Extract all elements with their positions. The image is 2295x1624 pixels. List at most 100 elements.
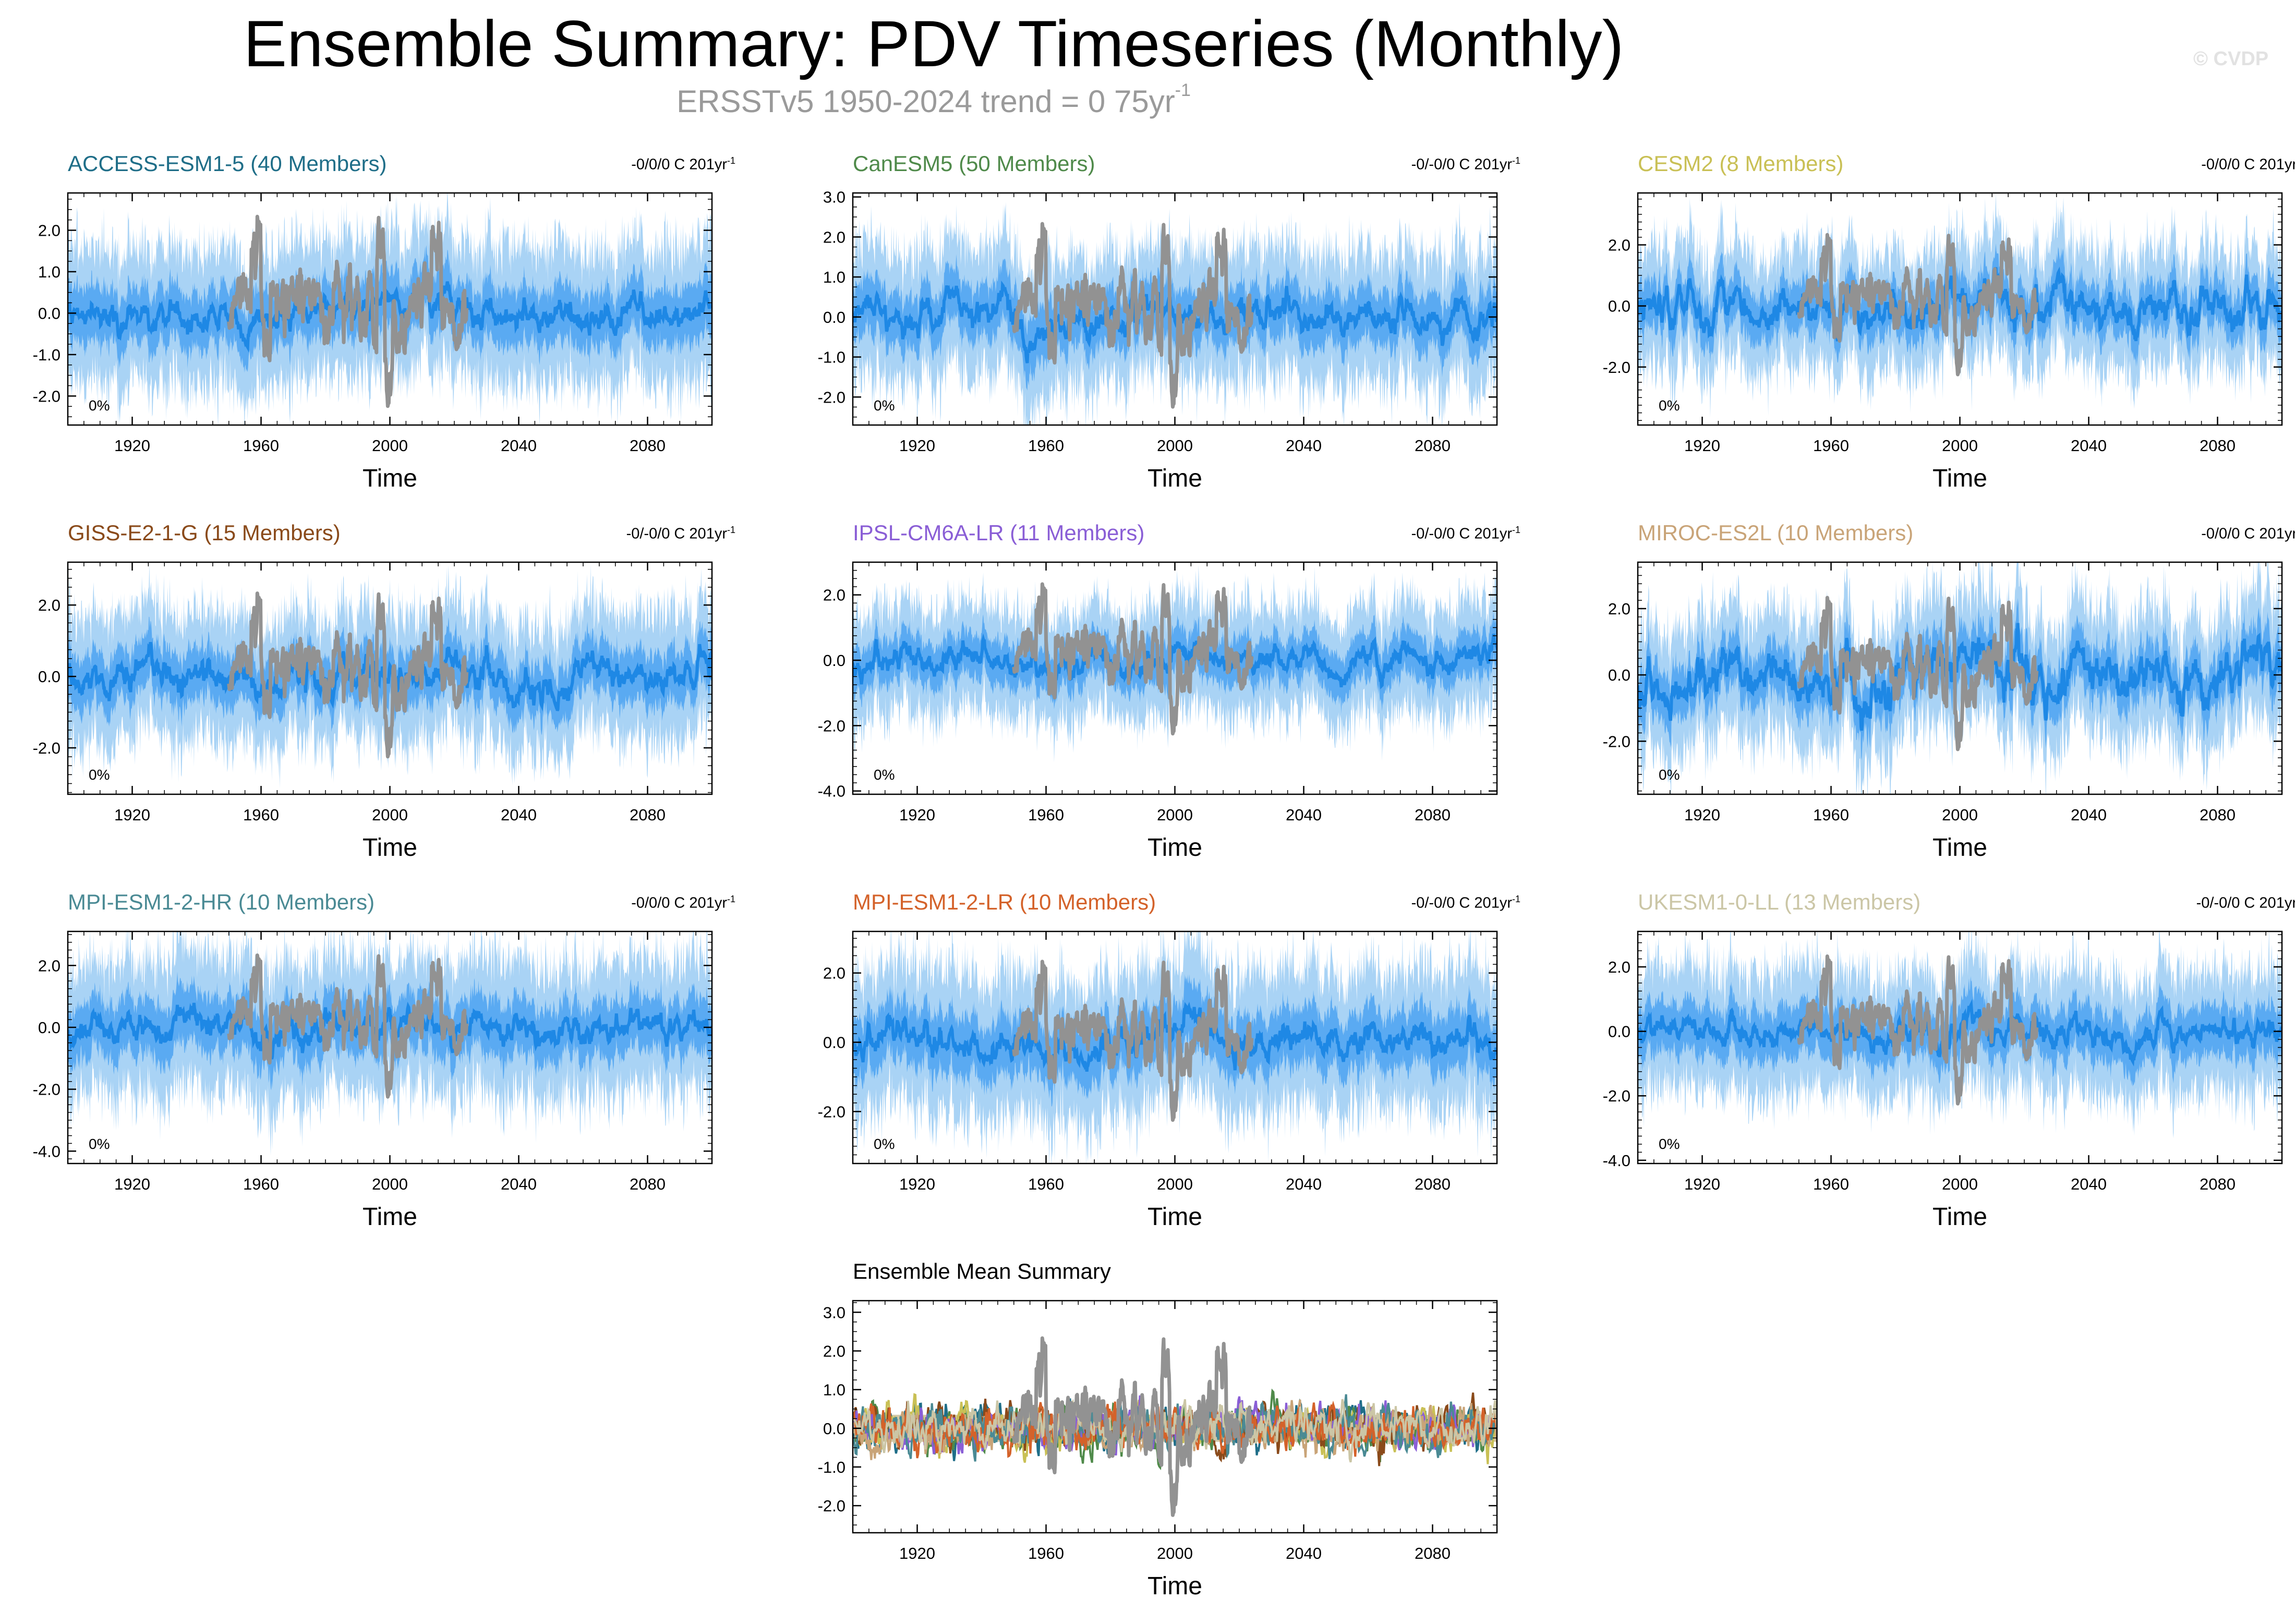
x-axis-label: Time — [1148, 1572, 1202, 1600]
x-tick-label: 2040 — [1286, 1544, 1322, 1562]
percent-label: 0% — [874, 767, 895, 783]
panel-trend: -0/-0/0 C 201yr-1 — [1411, 894, 1520, 912]
plot-area — [853, 931, 1497, 1164]
panel-trend: -0/0/0 C 201yr-1 — [2201, 155, 2295, 174]
x-tick-label: 2040 — [1286, 1175, 1322, 1193]
x-tick-label: 1960 — [1028, 437, 1064, 455]
percent-label: 0% — [1659, 767, 1680, 783]
trend-text: -0/0/0 C 201yr — [631, 156, 727, 173]
trend-exponent: -1 — [1512, 525, 1520, 535]
x-axis-label: Time — [1148, 465, 1202, 492]
y-tick-label: 2.0 — [1608, 600, 1630, 618]
x-tick-label: 2000 — [372, 806, 408, 824]
ensemble-mean-line — [68, 1001, 712, 1060]
x-tick-label: 2000 — [1157, 1544, 1193, 1562]
plot-area — [1638, 931, 2282, 1138]
x-tick-label: 1960 — [243, 806, 279, 824]
figure-title: Ensemble Summary: PDV Timeseries (Monthl… — [243, 8, 1624, 80]
x-tick-label: 2080 — [1415, 437, 1451, 455]
plot-area — [68, 931, 712, 1156]
x-tick-label: 1960 — [1813, 1175, 1849, 1193]
y-tick-label: 0.0 — [823, 1034, 845, 1052]
x-tick-label: 2080 — [2200, 437, 2236, 455]
trend-exponent: -1 — [1512, 894, 1520, 904]
panel-title: Ensemble Mean Summary — [853, 1259, 1111, 1283]
x-tick-label: 1920 — [114, 437, 150, 455]
chart-panel: MPI-ESM1-2-HR (10 Members) -0/0/0 C 201yr… — [33, 890, 735, 1255]
x-tick-label: 1920 — [899, 1175, 935, 1193]
y-tick-label: 2.0 — [823, 964, 845, 983]
x-tick-label: 1960 — [1028, 1175, 1064, 1193]
plot-svg: -2.0 -1.0 0.0 1.0 2.0 1920 1960 2000 2040 2080 0% — [33, 192, 713, 455]
y-tick-label: -2.0 — [33, 739, 61, 757]
panel-title: MPI-ESM1-2-HR (10 Members) — [68, 890, 375, 914]
trend-exponent: -1 — [727, 525, 735, 535]
x-tick-label: 2000 — [1157, 806, 1193, 824]
percent-label: 0% — [89, 397, 110, 414]
plot-svg: -2.0 -1.0 0.0 1.0 2.0 3.0 1920 1960 2000 2040 2080 — [818, 1300, 1498, 1562]
y-tick-label: 1.0 — [823, 268, 845, 286]
x-tick-label: 2000 — [1942, 1175, 1978, 1193]
plot-svg: -2.0 0.0 2.0 1920 1960 2000 2040 2080 0% — [33, 561, 713, 824]
chart-panel: GISS-E2-1-G (15 Members) -0/-0/0 C 201yr-… — [33, 520, 735, 886]
ensemble-mean-line — [1638, 999, 2282, 1066]
chart-panel: UKESM1-0-LL (13 Members) -0/-0/0 C 201yr -… — [1603, 890, 2295, 1255]
ensemble-mean-line — [1638, 266, 2282, 342]
chart-panel: CESM2 (8 Members) -0/0/0 C 201yr-1 -2.0 0.0… — [1603, 151, 2295, 516]
x-tick-label: 1920 — [899, 806, 935, 824]
spread-band-inner — [1638, 598, 2282, 760]
x-tick-label: 2040 — [2071, 806, 2107, 824]
x-tick-label: 1920 — [1684, 1175, 1720, 1193]
observations-line — [1012, 960, 1254, 1122]
ensemble-mean-line — [853, 633, 1497, 689]
percent-label: 0% — [1659, 1136, 1680, 1152]
cvdp-credit: © CVDP — [2193, 48, 2269, 70]
x-tick-label: 2040 — [1286, 437, 1322, 455]
plot-svg: -4.0 -2.0 0.0 2.0 1920 1960 2000 2040 2080 0% — [818, 561, 1498, 824]
y-tick-label: 2.0 — [823, 228, 845, 246]
x-tick-label: 2040 — [2071, 437, 2107, 455]
panel-trend: -0/0/0 C 201yr-1 — [2201, 525, 2295, 543]
y-tick-label: 0.0 — [823, 651, 845, 670]
y-tick-label: -1.0 — [818, 1458, 845, 1476]
plot-svg: -2.0 0.0 2.0 1920 1960 2000 2040 2080 0% — [818, 930, 1498, 1193]
y-tick-label: -4.0 — [33, 1142, 61, 1160]
y-tick-label: 2.0 — [38, 596, 61, 614]
x-tick-label: 2000 — [372, 437, 408, 455]
x-tick-label: 1960 — [243, 437, 279, 455]
plot-svg: -2.0 -1.0 0.0 1.0 2.0 3.0 1920 1960 2000 2040 2080… — [818, 188, 1498, 455]
x-tick-label: 2000 — [1942, 437, 1978, 455]
y-tick-label: 0.0 — [1608, 297, 1630, 316]
chart-panel: CanESM5 (50 Members) -0/-0/0 C 201yr-1 -2.… — [818, 151, 1520, 516]
y-tick-label: -2.0 — [33, 1081, 61, 1099]
y-tick-label: 0.0 — [1608, 666, 1630, 684]
trend-exponent: -1 — [1512, 155, 1520, 166]
ensemble-mean-line — [68, 274, 712, 353]
y-tick-label: 3.0 — [823, 188, 845, 207]
y-tick-label: 0.0 — [38, 304, 61, 322]
plot-svg: -4.0 -2.0 0.0 2.0 1920 1960 2000 2040 2080 0% — [1603, 930, 2283, 1193]
panel-title: GISS-E2-1-G (15 Members) — [68, 520, 341, 545]
x-axis-label: Time — [363, 465, 417, 492]
y-tick-label: -2.0 — [33, 387, 61, 405]
y-tick-label: -4.0 — [818, 782, 845, 801]
x-tick-label: 1920 — [1684, 806, 1720, 824]
plot-svg: -4.0 -2.0 0.0 2.0 1920 1960 2000 2040 2080 0% — [33, 930, 713, 1193]
panel-trend: -0/-0/0 C 201yr-1 — [1411, 155, 1520, 174]
x-axis-label: Time — [1148, 1203, 1202, 1231]
panel-title: CESM2 (8 Members) — [1638, 151, 1844, 176]
observations-line — [1012, 582, 1254, 736]
y-tick-label: -2.0 — [1603, 1087, 1630, 1105]
trend-text: -0/-0/0 C 201yr — [1411, 156, 1512, 173]
x-tick-label: 1920 — [114, 806, 150, 824]
plot-area — [853, 202, 1497, 425]
x-axis-label: Time — [1932, 1203, 1987, 1231]
model-mean-line — [853, 1396, 1497, 1463]
y-tick-label: 2.0 — [38, 222, 61, 240]
x-tick-label: 2080 — [630, 1175, 666, 1193]
x-tick-label: 2040 — [1286, 806, 1322, 824]
y-tick-label: -2.0 — [818, 1497, 845, 1515]
y-tick-label: -2.0 — [818, 717, 845, 735]
x-tick-label: 1920 — [114, 1175, 150, 1193]
observations-line — [227, 591, 469, 759]
